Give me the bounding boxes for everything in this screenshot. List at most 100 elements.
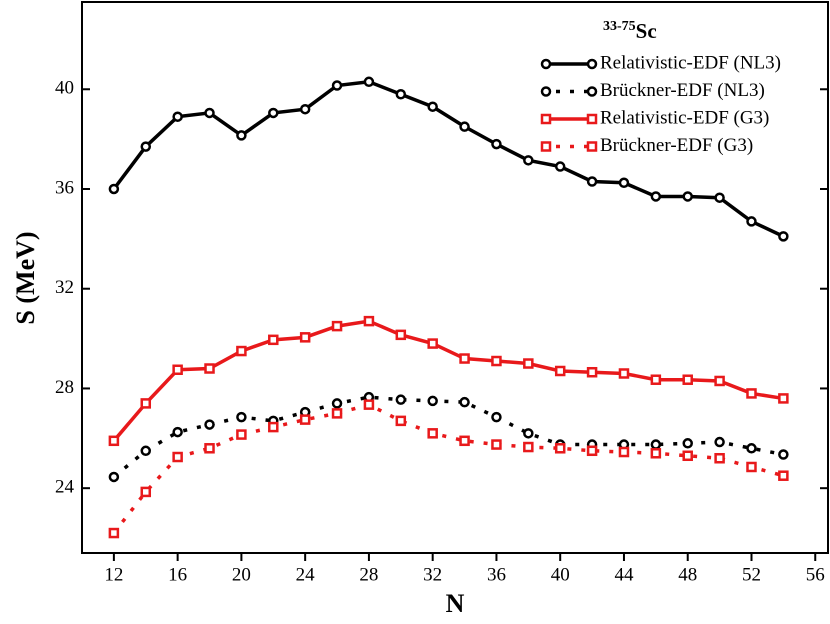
data-point [108,183,120,195]
x-tick-label: 44 [614,564,634,585]
data-point [746,443,757,454]
data-point [650,374,662,385]
data-point [108,471,120,483]
data-point [523,155,534,166]
legend-marker [586,141,598,152]
data-point [172,426,183,438]
data-point [395,329,407,341]
data-point [140,398,152,409]
legend-marker [540,86,552,97]
data-point [204,363,215,374]
data-point [523,358,534,369]
data-point [268,334,279,346]
data-point [523,441,534,453]
x-axis-label: N [446,589,465,618]
data-point [363,315,375,327]
data-point [682,438,693,449]
data-point [331,320,343,332]
data-point [204,107,215,119]
x-tick-label: 20 [232,564,251,585]
data-point [778,470,789,481]
data-point [746,216,757,227]
data-point [554,161,566,172]
data-point [172,451,183,463]
legend-marker [586,58,598,70]
data-point [395,415,407,427]
y-tick-label: 32 [55,277,74,298]
data-point [172,111,183,122]
data-point [299,103,311,115]
data-point [236,411,247,423]
data-point [172,364,183,375]
data-point [395,394,407,405]
data-point [523,428,534,439]
data-point [331,398,343,409]
data-point [236,345,247,357]
data-point [746,388,757,399]
legend-label: Brückner-EDF (NL3) [600,80,765,101]
legend-label: Relativistic-EDF (NL3) [600,52,781,73]
data-point [459,435,470,447]
series-line [112,79,785,238]
data-point [459,121,470,132]
y-tick-label: 28 [55,377,74,398]
data-point [714,453,725,464]
data-point [650,191,662,202]
data-point [778,449,789,460]
data-point [204,419,215,430]
data-point [108,527,120,539]
data-point [682,450,693,462]
x-tick-label: 32 [423,564,442,585]
legend-marker [586,86,598,97]
data-point [618,368,630,379]
legend-title: 33-75Sc [603,19,657,43]
data-point [682,374,693,385]
data-point [554,365,566,377]
x-tick-label: 40 [551,564,570,585]
y-axis-label: S (MeV) [11,231,40,324]
data-point [140,141,152,152]
legend-title-sup: 33-75 [603,19,636,34]
legend-marker [586,113,598,125]
y-tick-label: 40 [55,78,74,99]
legend-marker [540,58,552,70]
data-point [299,414,311,425]
x-tick-label: 16 [168,564,187,585]
data-point [618,177,630,189]
data-point [236,429,247,440]
x-tick-label: 24 [296,564,316,585]
data-point [618,446,630,458]
data-point [650,448,662,459]
data-point [204,443,215,454]
x-tick-label: 36 [487,564,506,585]
data-point [778,231,789,242]
data-point [140,445,152,457]
data-point [331,408,343,419]
data-point [682,191,693,202]
data-point [268,107,279,119]
data-point [427,101,438,112]
data-point [427,338,438,349]
data-point [331,80,343,91]
y-tick-label: 24 [55,477,75,498]
x-tick-label: 28 [359,564,378,585]
x-tick-label: 56 [806,564,825,585]
x-tick-label: 52 [742,564,761,585]
data-point [554,443,566,454]
data-point [714,375,725,387]
data-point [491,439,502,450]
data-point [459,396,470,408]
data-point [714,436,725,448]
data-point [491,138,502,150]
legend-label: Brückner-EDF (G3) [600,135,753,156]
data-point [236,130,247,141]
plot-frame [81,1,829,554]
legend-label: Relativistic-EDF (G3) [600,107,769,128]
x-tick-label: 48 [678,564,697,585]
data-point [427,428,438,439]
data-point [586,176,598,187]
data-point [299,332,311,343]
data-point [746,461,757,473]
